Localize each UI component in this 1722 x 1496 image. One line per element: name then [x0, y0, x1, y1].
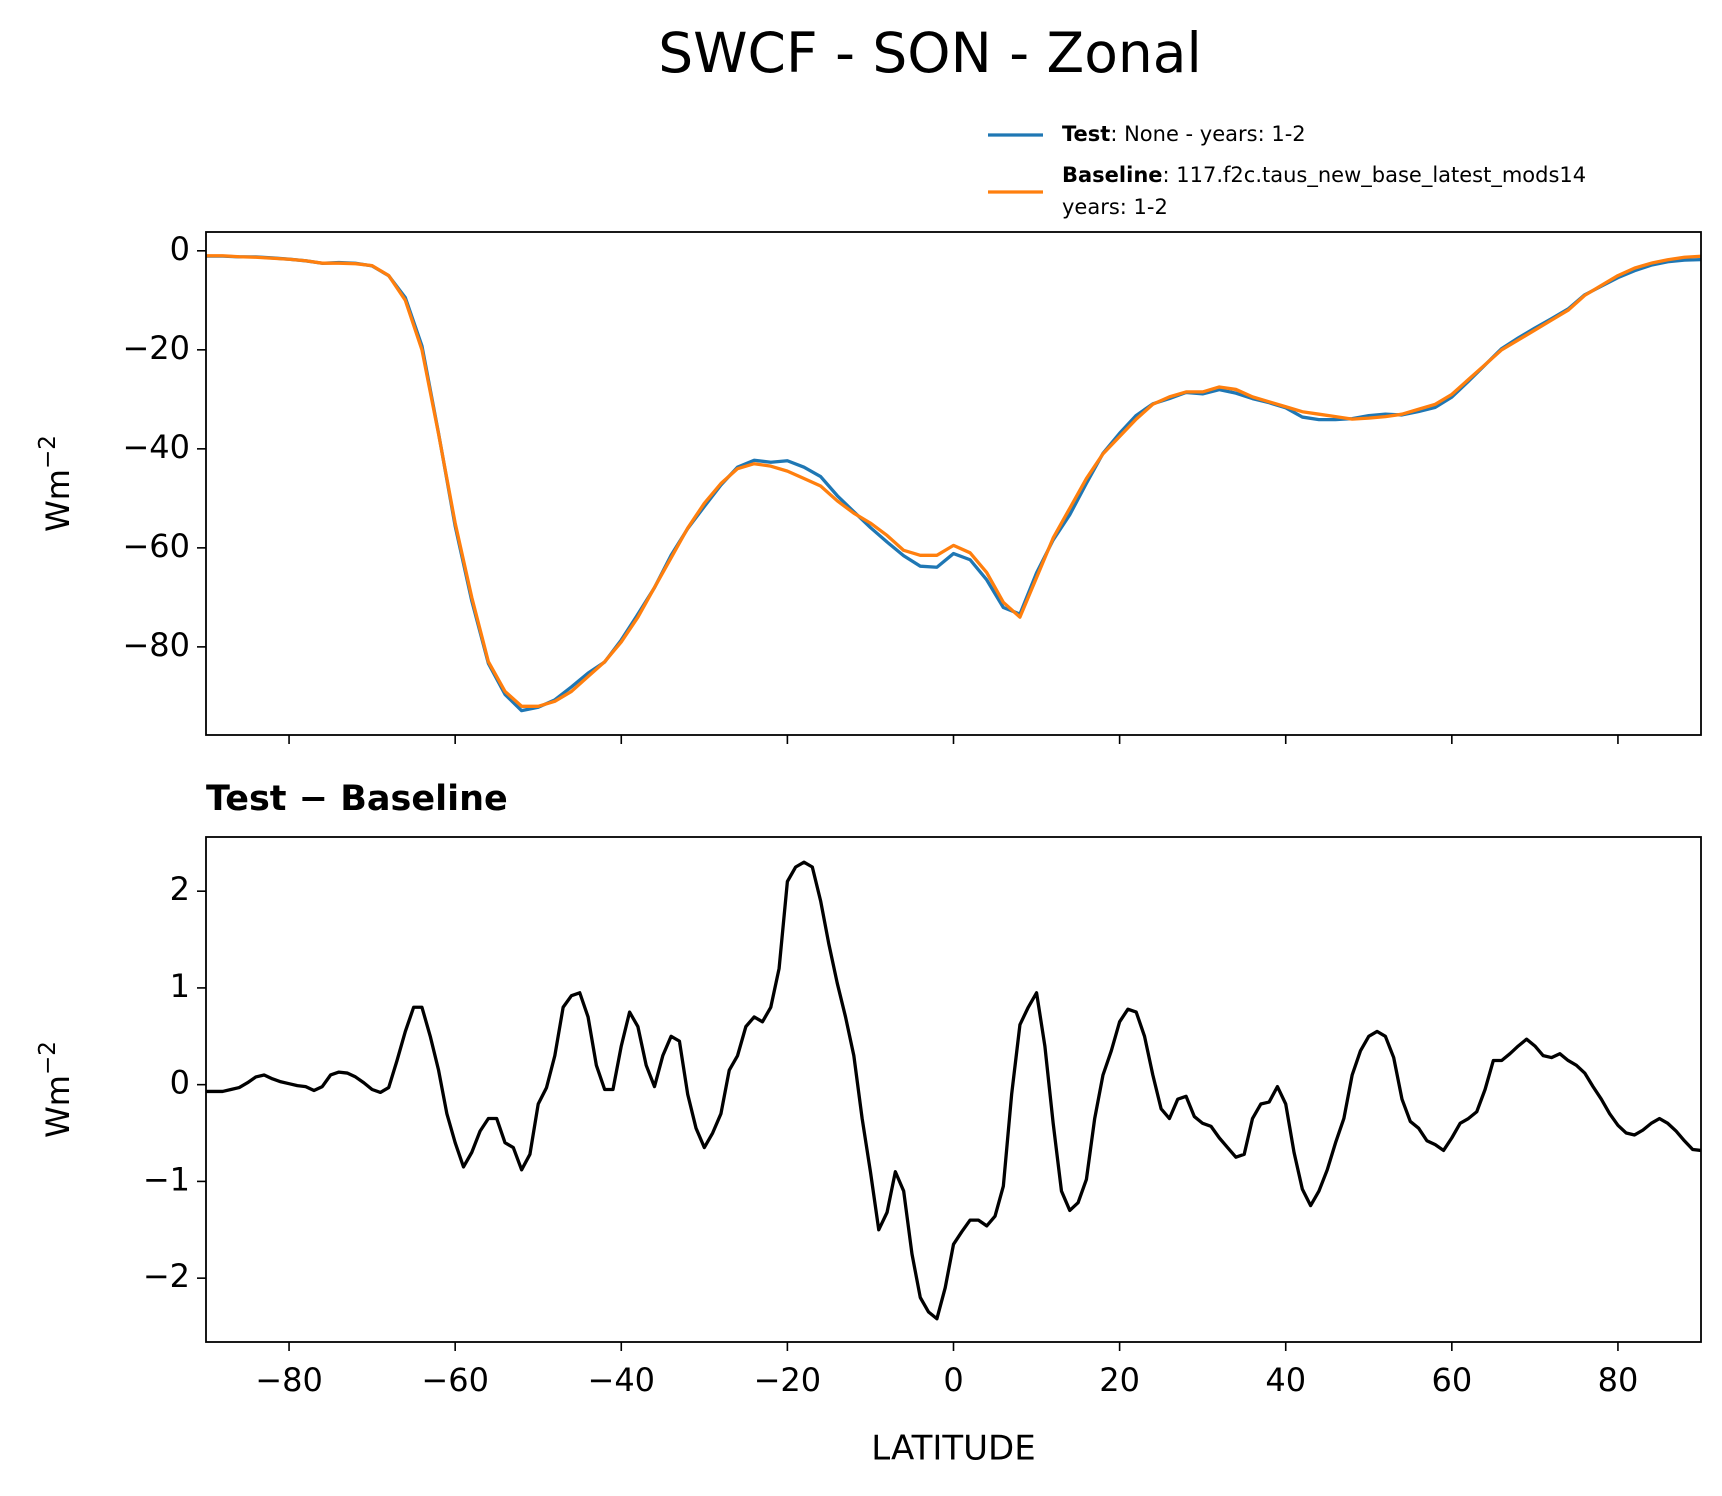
y-axis-label: Wm−2 [35, 435, 78, 532]
y-tick-label: 0 [170, 1064, 190, 1102]
data-line [206, 254, 1701, 708]
y-tick-label: −2 [143, 1257, 190, 1295]
x-tick-label: −60 [421, 1361, 489, 1399]
x-tick-label: 20 [1099, 1361, 1140, 1399]
y-tick-label: −60 [122, 527, 190, 565]
x-tick-label: 80 [1598, 1361, 1639, 1399]
y-tick-label: −80 [122, 626, 190, 664]
legend-text: : 117.f2c.taus_new_base_latest_mods14 [1163, 163, 1587, 188]
legend-label: years: 1-2 [1062, 195, 1168, 219]
x-tick-label: −40 [588, 1361, 656, 1399]
x-axis-label: LATITUDE [871, 1429, 1035, 1469]
axes-frame [205, 231, 1702, 736]
y-tick-label: 1 [170, 967, 190, 1005]
legend-text: years: 1-2 [1062, 195, 1168, 219]
y-axis-label-sup: −2 [35, 435, 61, 469]
y-tick-label: −40 [122, 428, 190, 466]
data-line [206, 254, 1701, 713]
legend-name: Test [1062, 122, 1110, 146]
y-tick-label: −1 [143, 1160, 190, 1198]
x-tick-label: 0 [943, 1361, 963, 1399]
y-axis-label-sup: −2 [35, 1041, 61, 1075]
y-axis-label-base: Wm [39, 469, 77, 532]
y-tick-label: 2 [170, 870, 190, 908]
legend-name: Baseline [1062, 163, 1163, 187]
x-tick-label: −80 [255, 1361, 323, 1399]
x-tick-label: 60 [1431, 1361, 1472, 1399]
axes-frame [205, 836, 1702, 1343]
y-tick-label: 0 [170, 230, 190, 268]
chart-title: SWCF - SON - Zonal [658, 21, 1201, 85]
data-line [206, 860, 1701, 1321]
legend-label: Baseline: 117.f2c.taus_new_base_latest_m… [1062, 163, 1586, 188]
legend-text: : None - years: 1-2 [1110, 122, 1305, 146]
y-tick-label: −20 [122, 329, 190, 367]
x-tick-label: −20 [754, 1361, 822, 1399]
x-tick-label: 40 [1265, 1361, 1306, 1399]
subplot-title: Test − Baseline [206, 779, 508, 819]
y-axis-label: Wm−2 [35, 1041, 78, 1138]
y-axis-label-base: Wm [39, 1075, 77, 1138]
legend-label: Test: None - years: 1-2 [1062, 122, 1306, 146]
